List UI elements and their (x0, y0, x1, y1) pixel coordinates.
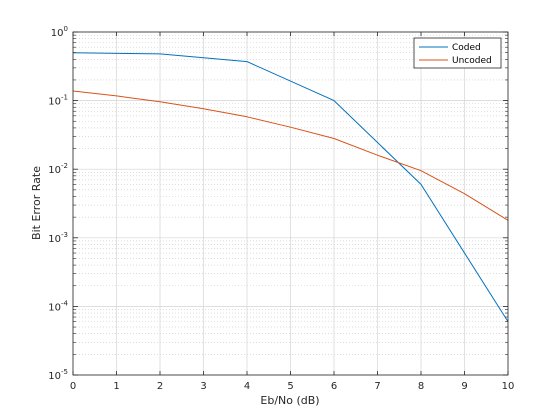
x-tick-label: 6 (331, 381, 337, 392)
x-tick-labels: 0 1 2 3 4 5 6 7 8 9 10 (70, 381, 515, 392)
x-tick-label: 3 (200, 381, 206, 392)
axis-ticks (72, 31, 509, 376)
legend-box (413, 37, 502, 69)
legend: Coded Uncoded (413, 37, 502, 69)
minor-grid (73, 34, 508, 355)
y-axis-label: Bit Error Rate (30, 166, 43, 240)
x-axis-label: Eb/No (dB) (260, 394, 319, 407)
x-tick-label: 5 (287, 381, 293, 392)
x-tick-label: 10 (502, 381, 515, 392)
series-line-coded (72, 52, 509, 322)
x-tick-label: 8 (418, 381, 424, 392)
x-tick-label: 0 (70, 381, 76, 392)
x-tick-label: 2 (157, 381, 163, 392)
legend-label-coded: Coded (452, 43, 481, 53)
x-tick-label: 1 (113, 381, 119, 392)
series-layer (72, 52, 509, 322)
x-tick-label: 4 (244, 381, 250, 392)
x-tick-label: 7 (374, 381, 380, 392)
legend-label-uncoded: Uncoded (452, 56, 492, 66)
series-line-uncoded (72, 90, 509, 221)
x-tick-label: 9 (461, 381, 467, 392)
